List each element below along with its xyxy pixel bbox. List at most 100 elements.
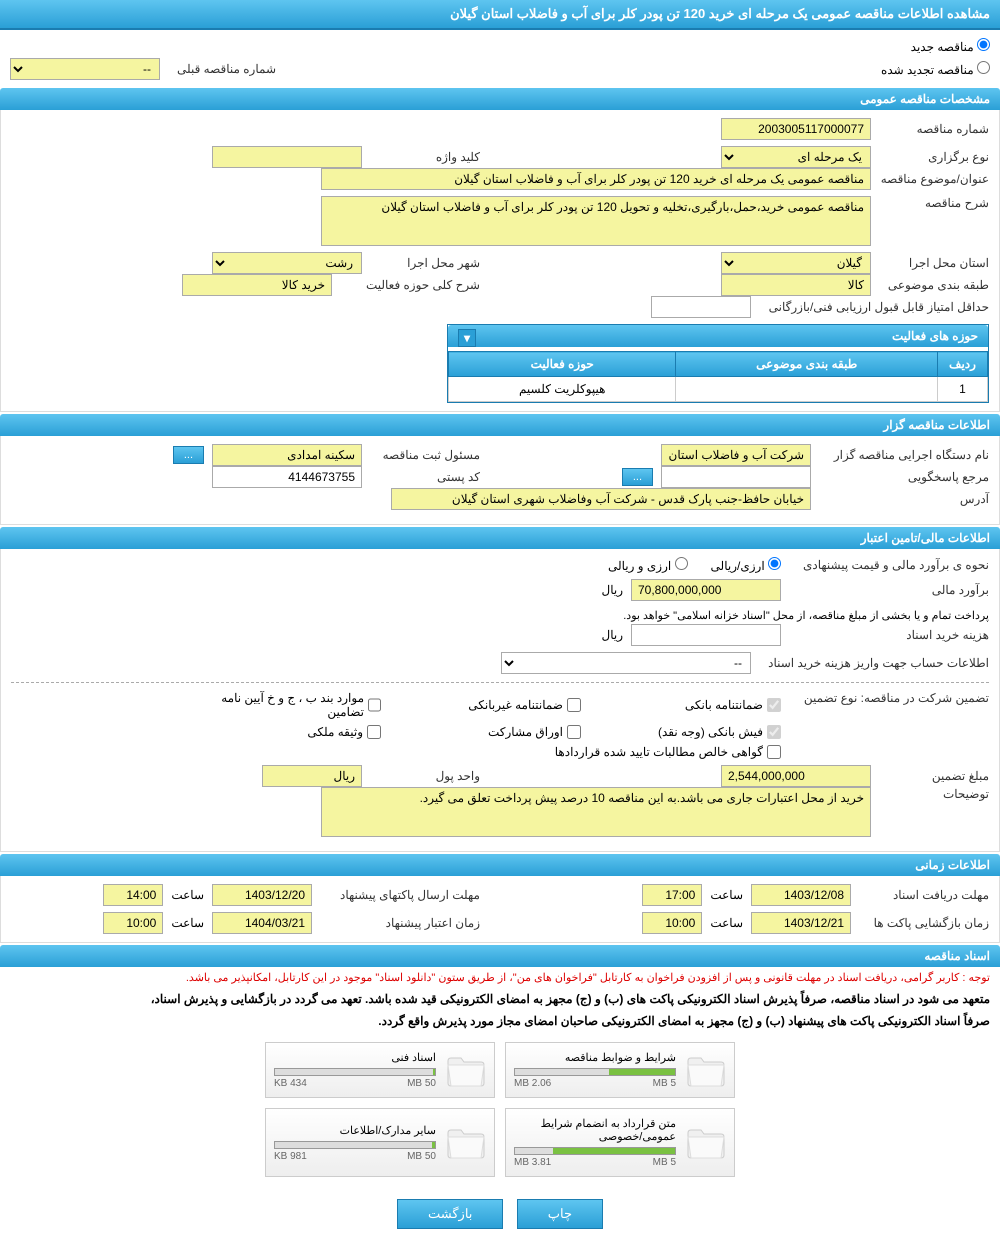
doc-fee-label: هزینه خرید اسناد — [789, 628, 989, 642]
section-financial-header: اطلاعات مالی/تامین اعتبار — [0, 527, 1000, 549]
radio-arzi-riali[interactable]: ارزی/ریالی — [711, 557, 781, 573]
section-documents-header: اسناد مناقصه — [0, 945, 1000, 967]
city-select[interactable]: رشت — [212, 252, 362, 274]
file-grid: شرایط و ضوابط مناقصه 5 MB 2.06 MB اسناد فنی… — [250, 1032, 750, 1187]
file-card[interactable]: اسناد فنی50 MB434 KB — [265, 1042, 495, 1098]
desc-label: شرح مناقصه — [879, 196, 989, 210]
type-label: نوع برگزاری — [879, 150, 989, 164]
estimate-method-label: نحوه ی برآورد مالی و قیمت پیشنهادی — [789, 558, 989, 572]
chk-bank-receipt[interactable] — [767, 725, 781, 739]
validity-time[interactable] — [103, 912, 163, 934]
postal-input[interactable] — [212, 466, 362, 488]
registrant-more-button[interactable]: ... — [173, 446, 204, 464]
file-name: سایر مدارک/اطلاعات — [274, 1124, 436, 1137]
doc-deadline-time[interactable] — [642, 884, 702, 906]
estimate-label: برآورد مالی — [789, 583, 989, 597]
keyword-label: کلید واژه — [370, 150, 480, 164]
keyword-input[interactable] — [212, 146, 362, 168]
section-timing-header: اطلاعات زمانی — [0, 854, 1000, 876]
validity-date[interactable] — [212, 912, 312, 934]
file-used: 2.06 MB — [514, 1078, 551, 1089]
opening-label: زمان بازگشایی پاکت ها — [859, 916, 989, 930]
subject-input[interactable] — [321, 168, 871, 190]
guarantee-amount-input[interactable] — [721, 765, 871, 787]
file-card[interactable]: سایر مدارک/اطلاعات50 MB981 KB — [265, 1108, 495, 1177]
section-organizer-body: نام دستگاه اجرایی مناقصه گزار مسئول ثبت … — [0, 436, 1000, 525]
contact-more-button[interactable]: ... — [622, 468, 653, 486]
col-category: طبقه بندی موضوعی — [676, 352, 938, 377]
subject-label: عنوان/موضوع مناقصه — [879, 172, 989, 186]
registrant-label: مسئول ثبت مناقصه — [370, 448, 480, 462]
contact-input[interactable] — [661, 466, 811, 488]
currency-input[interactable] — [262, 765, 362, 787]
rial-unit-2: ریال — [601, 628, 623, 642]
min-score-input[interactable] — [651, 296, 751, 318]
treasury-note: پرداخت تمام و یا بخشی از مبلغ مناقصه، از… — [11, 607, 989, 624]
type-select[interactable]: یک مرحله ای — [721, 146, 871, 168]
page-title: مشاهده اطلاعات مناقصه عمومی یک مرحله ای … — [0, 0, 1000, 30]
validity-label: زمان اعتبار پیشنهاد — [320, 916, 480, 930]
section-organizer-header: اطلاعات مناقصه گزار — [0, 414, 1000, 436]
estimate-input[interactable] — [631, 579, 781, 601]
opening-date[interactable] — [751, 912, 851, 934]
chk-property[interactable] — [367, 725, 381, 739]
chk-certificate[interactable] — [767, 745, 781, 759]
min-score-label: حداقل امتیاز قابل قبول ارزیابی فنی/بازرگ… — [759, 300, 989, 314]
account-select[interactable]: -- — [501, 652, 751, 674]
folder-icon — [686, 1125, 726, 1160]
prev-tender-select[interactable]: -- — [10, 58, 160, 80]
province-select[interactable]: گیلان — [721, 252, 871, 274]
progress-bar — [514, 1068, 676, 1076]
table-row: 1 هیپوکلریت کلسیم — [449, 377, 988, 402]
section-general-body: شماره مناقصه نوع برگزاری یک مرحله ای کلی… — [0, 110, 1000, 412]
file-total: 50 MB — [407, 1078, 436, 1089]
cell-category — [676, 377, 938, 402]
account-label: اطلاعات حساب جهت واریز هزینه خرید اسناد — [759, 656, 989, 670]
doc-fee-input[interactable] — [631, 624, 781, 646]
chk-nonbank-guarantee[interactable] — [567, 698, 581, 712]
print-button[interactable]: چاپ — [517, 1199, 603, 1229]
folder-icon — [686, 1053, 726, 1088]
activity-desc-input[interactable] — [182, 274, 332, 296]
folder-icon — [446, 1125, 486, 1160]
chk-bylaw[interactable] — [368, 698, 381, 712]
radio-arzi-riali2[interactable]: ارزی و ریالی — [608, 557, 688, 573]
doc-deadline-label: مهلت دریافت اسناد — [859, 888, 989, 902]
file-card[interactable]: شرایط و ضوابط مناقصه 5 MB 2.06 MB — [505, 1042, 735, 1098]
file-total: 50 MB — [407, 1151, 436, 1162]
doc-deadline-date[interactable] — [751, 884, 851, 906]
col-activity: حوزه فعالیت — [449, 352, 676, 377]
chk-bonds[interactable] — [567, 725, 581, 739]
time-label-2: ساعت — [171, 888, 204, 902]
category-input[interactable] — [721, 274, 871, 296]
time-label-1: ساعت — [710, 888, 743, 902]
exec-input[interactable] — [661, 444, 811, 466]
file-used: 3.81 MB — [514, 1157, 551, 1168]
chk-bank-guarantee[interactable] — [767, 698, 781, 712]
desc-textarea[interactable]: مناقصه عمومی خرید،حمل،بارگیری،تخلیه و تح… — [321, 196, 871, 246]
notes-textarea[interactable]: خرید از محل اعتبارات جاری می باشد.به این… — [321, 787, 871, 837]
proposal-deadline-date[interactable] — [212, 884, 312, 906]
notes-label: توضیحات — [879, 787, 989, 801]
button-row: چاپ بازگشت — [0, 1187, 1000, 1241]
col-row: ردیف — [938, 352, 988, 377]
registrant-input[interactable] — [212, 444, 362, 466]
radio-renewed-tender[interactable]: مناقصه تجدید شده — [881, 61, 990, 77]
radio-renewed-label: مناقصه تجدید شده — [881, 63, 974, 77]
collapse-icon[interactable]: ▾ — [458, 329, 476, 347]
notice-bold-2: صرفاً اسناد الکترونیکی پاکت های پیشنهاد … — [0, 1010, 1000, 1032]
file-card[interactable]: متن قرارداد به انضمام شرایط عمومی/خصوصی5… — [505, 1108, 735, 1177]
address-input[interactable] — [391, 488, 811, 510]
section-documents-body: توجه : کاربر گرامی، دریافت اسناد در مهلت… — [0, 967, 1000, 1187]
file-name: متن قرارداد به انضمام شرایط عمومی/خصوصی — [514, 1117, 676, 1143]
back-button[interactable]: بازگشت — [397, 1199, 503, 1229]
proposal-deadline-time[interactable] — [103, 884, 163, 906]
guarantee-type-label: تضمین شرکت در مناقصه: نوع تضمین — [789, 691, 989, 705]
tender-no-input[interactable] — [721, 118, 871, 140]
file-name: شرایط و ضوابط مناقصه — [514, 1051, 676, 1064]
proposal-deadline-label: مهلت ارسال پاکتهای پیشنهاد — [320, 888, 480, 902]
radio-new-tender[interactable]: مناقصه جدید — [911, 40, 990, 54]
file-total: 5 MB — [653, 1078, 676, 1089]
activity-table: ردیف طبقه بندی موضوعی حوزه فعالیت 1 هیپو… — [448, 351, 988, 402]
opening-time[interactable] — [642, 912, 702, 934]
